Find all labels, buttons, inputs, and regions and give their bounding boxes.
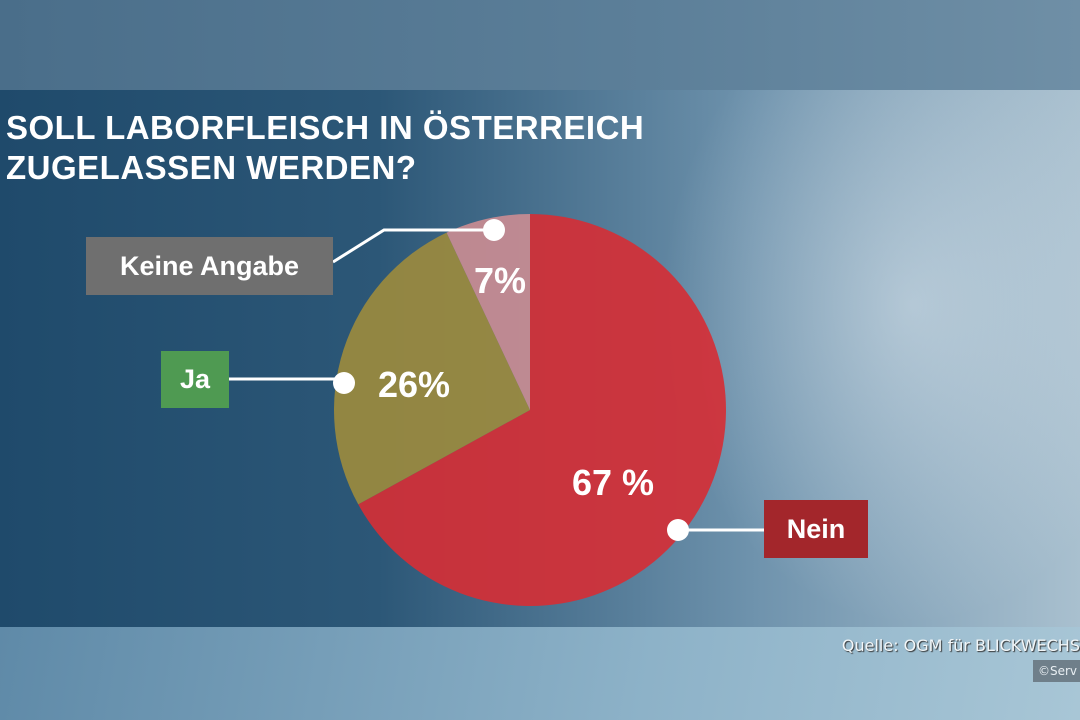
bottom-band xyxy=(0,627,1080,720)
title-line-2: ZUGELASSEN WERDEN? xyxy=(6,149,417,186)
leader-dot-nein xyxy=(667,519,689,541)
leader-line-keine-angabe xyxy=(332,228,494,264)
data-label-nein: 67 % xyxy=(572,462,655,503)
title-line-1: SOLL LABORFLEISCH IN ÖSTERREICH xyxy=(6,109,645,146)
leader-dot-keine-angabe xyxy=(483,219,505,241)
legend-label-nein: Nein xyxy=(764,500,868,558)
source-note: Quelle: OGM für BLICKWECHS xyxy=(841,636,1080,655)
chart-title: SOLL LABORFLEISCH IN ÖSTERREICH ZUGELASS… xyxy=(6,108,644,188)
legend-label-keine-angabe: Keine Angabe xyxy=(86,237,333,295)
photo-credit: ©Serv xyxy=(1033,660,1080,682)
pie-slice-ja xyxy=(333,232,530,505)
top-band xyxy=(0,0,1080,90)
leader-dot-ja xyxy=(333,372,355,394)
legend-label-ja: Ja xyxy=(161,351,229,408)
pie-slice-nein xyxy=(358,214,727,606)
pie-slice-keine-angabe xyxy=(446,214,530,410)
data-label-keine-angabe: 7% xyxy=(474,260,527,301)
data-label-ja: 26% xyxy=(378,364,451,405)
